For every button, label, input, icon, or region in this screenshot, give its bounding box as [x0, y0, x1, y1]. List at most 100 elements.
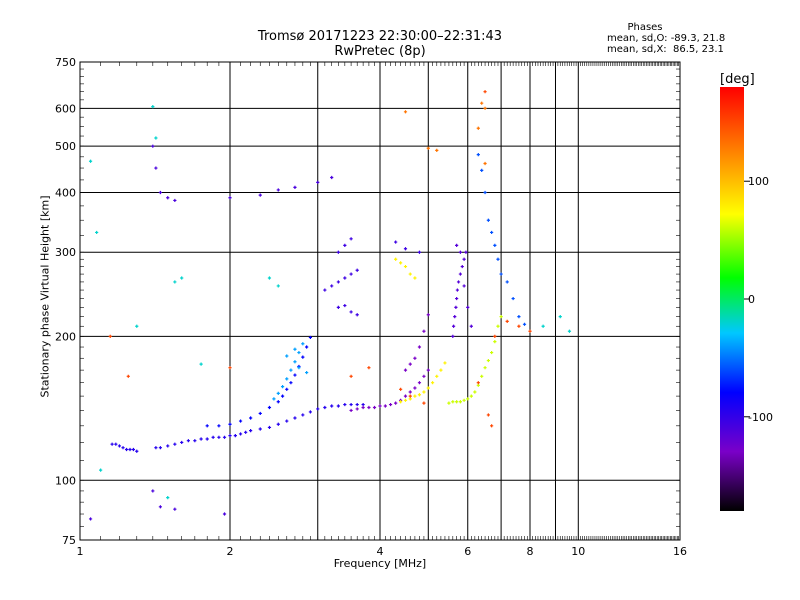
data-point	[469, 394, 473, 398]
data-point	[355, 407, 359, 411]
data-point	[124, 447, 129, 452]
data-point	[151, 105, 155, 109]
data-point	[417, 250, 422, 254]
data-point	[455, 288, 460, 292]
data-point	[280, 385, 285, 389]
data-point	[408, 394, 412, 398]
data-point	[403, 398, 408, 402]
data-point	[403, 368, 408, 372]
colorbar-tick-label: -100	[748, 411, 773, 424]
data-point	[511, 296, 515, 301]
data-point	[426, 313, 430, 317]
data-point	[413, 394, 417, 398]
data-point	[462, 284, 466, 288]
data-point	[451, 324, 456, 328]
data-point	[180, 440, 184, 445]
data-point	[336, 305, 340, 309]
data-point	[417, 393, 422, 397]
data-point	[293, 185, 297, 189]
data-point	[458, 272, 463, 276]
data-point	[316, 180, 320, 184]
data-point	[528, 329, 532, 333]
data-point	[480, 101, 484, 105]
x-axis-label: Frequency [MHz]	[333, 557, 427, 570]
data-point	[476, 381, 480, 385]
data-point	[469, 324, 473, 328]
data-point	[455, 400, 459, 404]
y-axis-ticks: 75 100 200 300 400 500 600 750	[55, 56, 680, 547]
data-point	[293, 416, 297, 420]
data-point	[244, 430, 248, 434]
data-point	[173, 280, 177, 284]
data-point	[343, 243, 347, 248]
data-point	[135, 449, 139, 453]
data-point	[158, 190, 163, 195]
colorbar	[720, 87, 744, 511]
y-tick-label: 300	[55, 246, 76, 259]
data-point	[378, 404, 382, 408]
data-point	[394, 401, 398, 405]
data-point	[394, 257, 398, 261]
data-point	[293, 347, 297, 351]
data-point	[135, 324, 139, 328]
data-point	[258, 193, 262, 197]
data-point	[490, 230, 494, 235]
data-point	[233, 434, 237, 438]
scatter-points	[88, 90, 572, 521]
data-point	[258, 427, 262, 431]
data-point	[408, 362, 412, 366]
data-point	[166, 196, 170, 200]
colorbar-tick-label: 0	[748, 293, 755, 306]
data-point	[408, 272, 412, 276]
data-point	[217, 424, 221, 428]
data-point	[228, 422, 232, 426]
data-point	[121, 446, 125, 450]
data-point	[193, 439, 197, 443]
data-point	[301, 342, 305, 346]
data-point	[238, 432, 243, 436]
data-point	[413, 276, 417, 280]
data-point	[108, 334, 112, 338]
data-point	[305, 345, 309, 349]
y-tick-label: 500	[55, 140, 76, 153]
data-point	[336, 280, 340, 284]
data-point	[408, 390, 412, 394]
data-point	[217, 435, 221, 439]
data-point	[464, 250, 468, 254]
data-point	[439, 368, 443, 372]
data-point	[505, 280, 509, 284]
y-tick-label: 200	[55, 330, 76, 343]
data-point	[486, 413, 490, 417]
x-tick-label: 4	[377, 545, 384, 558]
data-point	[110, 442, 114, 446]
data-point	[451, 334, 455, 338]
data-point	[451, 400, 455, 404]
data-point	[285, 387, 289, 391]
data-point	[490, 350, 494, 355]
data-point	[483, 366, 487, 370]
data-point	[517, 324, 521, 328]
data-point	[483, 190, 487, 195]
data-point	[426, 146, 430, 150]
data-point	[276, 422, 280, 426]
data-point	[496, 257, 500, 261]
x-tick-label: 1	[77, 545, 84, 558]
phases-o-stats: mean, sd,O: -89.3, 21.8	[607, 33, 726, 44]
data-point	[558, 315, 562, 319]
y-tick-label: 750	[55, 56, 76, 69]
data-point	[285, 419, 289, 423]
phases-x-stats: mean, sd,X: 86.5, 23.1	[607, 44, 724, 55]
colorbar-ticks: 100 0 -100	[744, 175, 773, 424]
data-point	[399, 400, 403, 404]
data-point	[493, 243, 497, 248]
data-point	[456, 280, 461, 284]
data-point	[158, 505, 163, 509]
data-point	[249, 416, 253, 420]
data-point	[367, 366, 371, 370]
data-point	[222, 512, 227, 516]
data-point	[476, 153, 480, 157]
data-point	[486, 218, 490, 222]
data-point	[301, 355, 305, 359]
data-point	[490, 424, 494, 428]
